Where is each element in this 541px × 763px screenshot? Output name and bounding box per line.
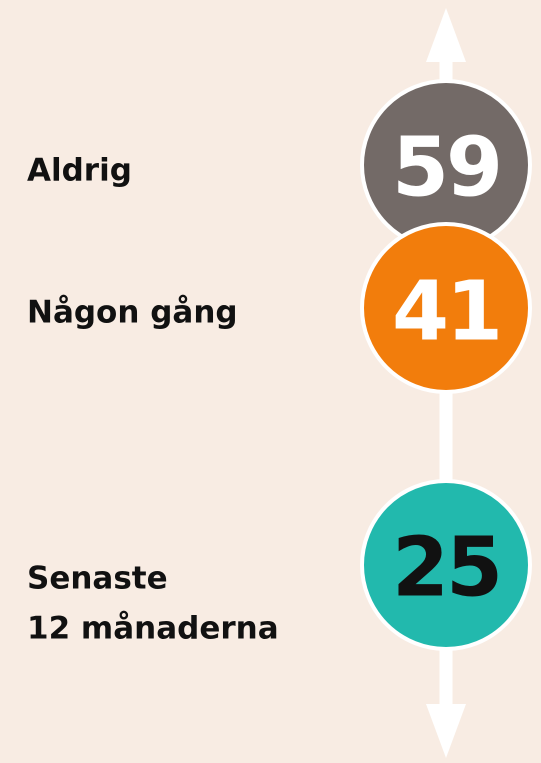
value: 25 (392, 521, 500, 616)
circle-nagon-gang (360, 222, 532, 394)
arrow-down (426, 704, 466, 758)
label: Senaste (27, 561, 168, 597)
label: 12 månaderna (27, 611, 279, 647)
label: Någon gång (27, 295, 238, 331)
circle-senaste (360, 479, 532, 651)
value: 41 (392, 265, 500, 360)
value: 59 (392, 121, 500, 216)
arrow-up (426, 8, 466, 62)
label: Aldrig (27, 153, 132, 189)
